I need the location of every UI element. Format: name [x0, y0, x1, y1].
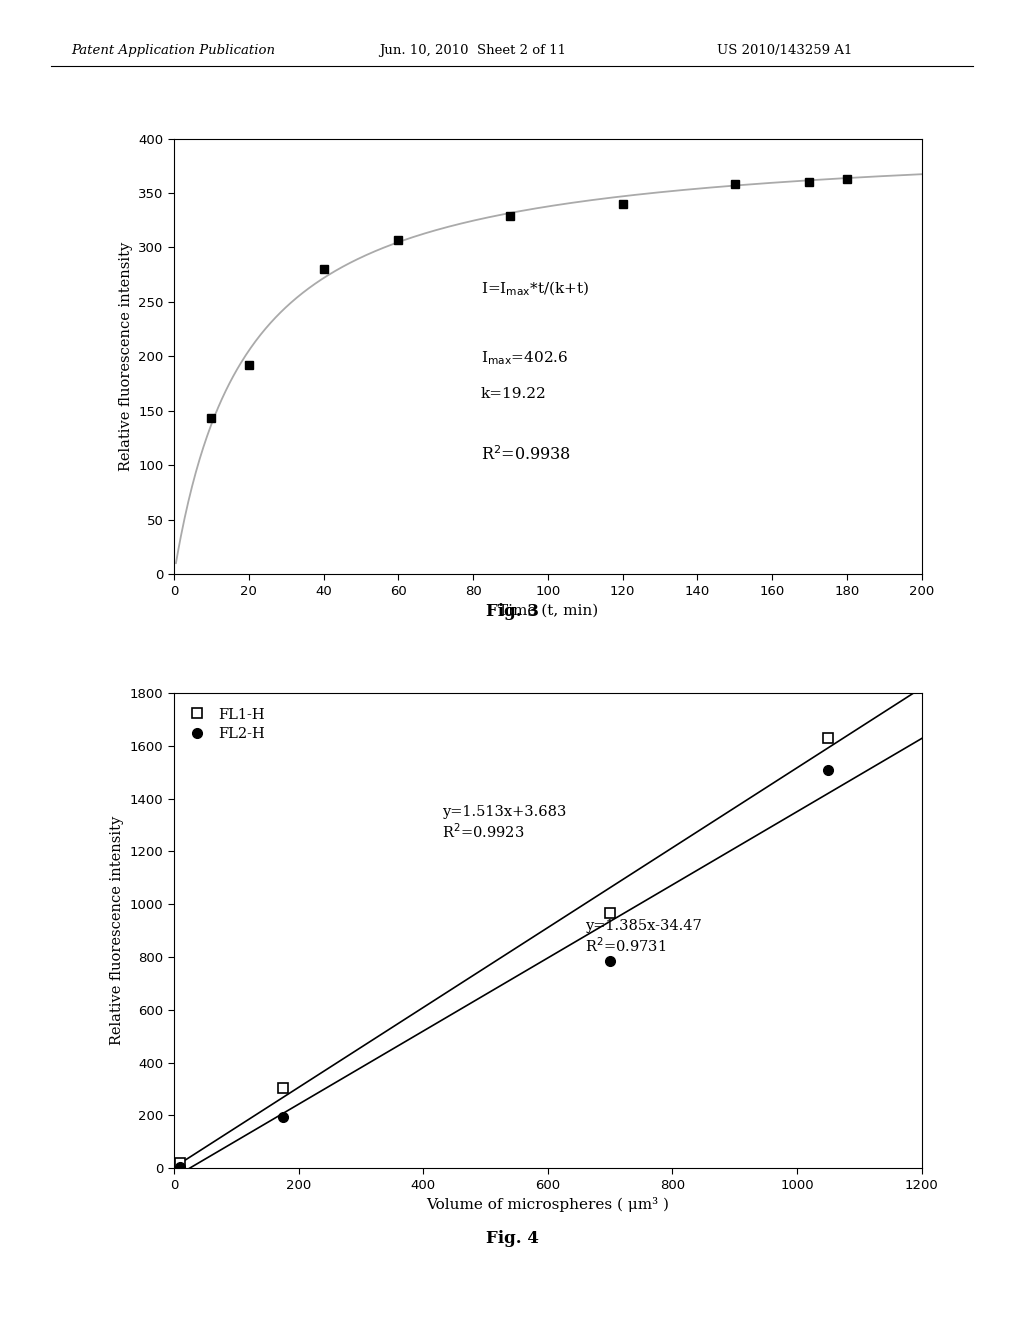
FL2-H — [174, 1159, 186, 1175]
Text: Patent Application Publication: Patent Application Publication — [72, 44, 275, 57]
Text: k=19.22: k=19.22 — [480, 387, 547, 401]
Text: Fig. 3: Fig. 3 — [485, 603, 539, 620]
Text: I=I$_{\rm max}$*t/(k+t): I=I$_{\rm max}$*t/(k+t) — [480, 280, 589, 298]
X-axis label: Time (t, min): Time (t, min) — [498, 603, 598, 618]
Text: US 2010/143259 A1: US 2010/143259 A1 — [717, 44, 852, 57]
Line: FL2-H: FL2-H — [175, 764, 833, 1172]
FL2-H — [822, 762, 835, 777]
Text: Jun. 10, 2010  Sheet 2 of 11: Jun. 10, 2010 Sheet 2 of 11 — [379, 44, 566, 57]
FL1-H — [604, 906, 616, 921]
FL2-H — [276, 1109, 289, 1125]
Line: FL1-H: FL1-H — [175, 733, 833, 1168]
Text: y=1.513x+3.683
R$^2$=0.9923: y=1.513x+3.683 R$^2$=0.9923 — [442, 805, 566, 841]
FL2-H — [604, 953, 616, 969]
X-axis label: Volume of microspheres ( μm³ ): Volume of microspheres ( μm³ ) — [426, 1197, 670, 1212]
Text: I$_{\rm max}$=402.6: I$_{\rm max}$=402.6 — [480, 348, 568, 367]
Y-axis label: Relative fluorescence intensity: Relative fluorescence intensity — [119, 242, 133, 471]
Y-axis label: Relative fluorescence intensity: Relative fluorescence intensity — [111, 816, 124, 1045]
Text: Fig. 4: Fig. 4 — [485, 1230, 539, 1247]
Text: R$^2$=0.9938: R$^2$=0.9938 — [480, 445, 570, 463]
FL1-H — [276, 1080, 289, 1096]
FL1-H — [822, 730, 835, 746]
Text: y=1.385x-34.47
R$^2$=0.9731: y=1.385x-34.47 R$^2$=0.9731 — [586, 919, 702, 954]
Legend: FL1-H, FL2-H: FL1-H, FL2-H — [181, 701, 271, 748]
FL1-H — [174, 1155, 186, 1171]
